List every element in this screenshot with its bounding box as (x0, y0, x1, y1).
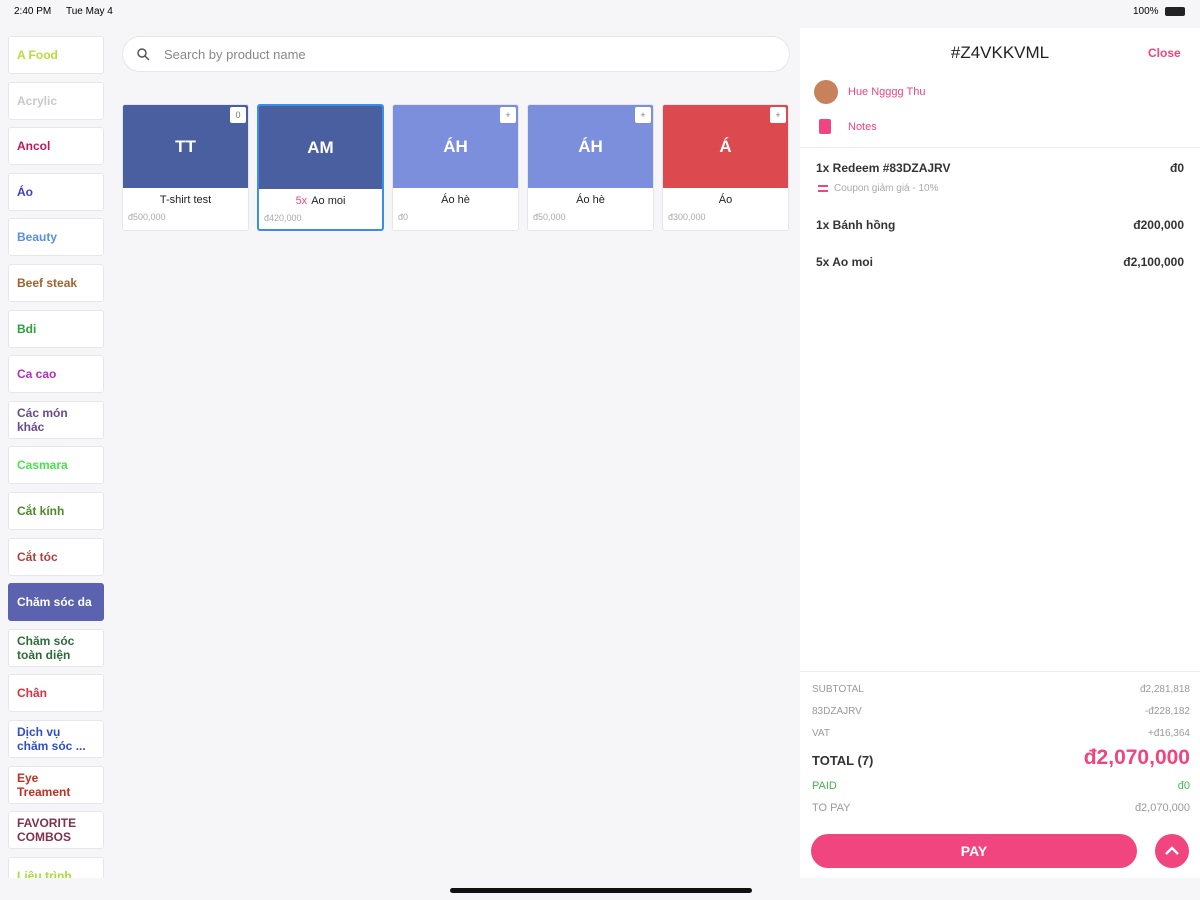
category[interactable]: Eye Treament (8, 765, 104, 804)
summary-row: VAT +đ16,364 (812, 728, 1190, 739)
product-price: đ500,000 (128, 212, 166, 222)
close-button[interactable]: Close (1148, 46, 1181, 60)
product-name: Áo (718, 194, 733, 206)
summary-value: +đ16,364 (1148, 728, 1190, 739)
category[interactable]: Liệu trình (8, 856, 104, 878)
expand-button[interactable] (1155, 834, 1189, 868)
category[interactable]: Chăm sóc da (8, 583, 104, 622)
search-icon (137, 48, 150, 61)
category[interactable]: Bdi (8, 309, 104, 348)
category[interactable]: Ca cao (8, 355, 104, 394)
category[interactable]: Cắt kính (8, 492, 104, 530)
item-detail-icon (818, 185, 828, 192)
category-list: A Food Acrylic Ancol Áo Beauty Beef steak Bdi C… (0, 28, 112, 878)
status-time: 2:40 PM (14, 6, 52, 17)
item-amount: đ0 (1169, 161, 1184, 175)
product-badge: + (500, 107, 516, 123)
product-thumb: AM (259, 106, 382, 189)
product-price: đ0 (398, 212, 409, 222)
category[interactable]: Dịch vụ chăm sóc ... (8, 720, 104, 758)
product-thumb: TT (123, 105, 248, 188)
home-indicator (450, 888, 752, 893)
pay-button[interactable]: PAY (811, 834, 1137, 868)
search-placeholder: Search by product name (164, 47, 306, 62)
item-name: 1x Redeem #83DZAJRV (816, 161, 951, 175)
product-badge: + (770, 107, 786, 123)
product-badge: 0 (230, 107, 246, 123)
category[interactable]: Ancol (8, 127, 104, 166)
to-pay-value: đ2,070,000 (1134, 802, 1190, 814)
item-amount: đ200,000 (1133, 218, 1184, 232)
customer-name[interactable]: Hue Ngggg Thu (848, 86, 926, 98)
status-date: Tue May 4 (66, 6, 113, 17)
paid-value: đ0 (1177, 780, 1190, 792)
divider (800, 671, 1200, 672)
order-item[interactable]: 5x Ao moi đ2,100,000 (816, 255, 1184, 269)
product-thumb: ÁH (393, 105, 518, 188)
order-panel (800, 28, 1200, 878)
product-price: đ50,000 (533, 212, 566, 222)
product-price: đ420,000 (264, 213, 302, 223)
product-name: T-shirt test (159, 194, 212, 206)
product-name: Áo hè (441, 194, 470, 206)
summary-value: -đ228,182 (1144, 706, 1190, 717)
notes-icon (819, 119, 831, 134)
category[interactable]: Áo (8, 172, 104, 211)
item-name: 5x Ao moi (816, 255, 873, 269)
order-item[interactable]: 1x Redeem #83DZAJRV đ0 (816, 161, 1184, 175)
product-card[interactable]: AM 5x Ao moi đ420,000 (257, 104, 384, 231)
summary-value: đ2,281,818 (1139, 684, 1190, 695)
summary-label: VAT (812, 728, 830, 739)
order-item[interactable]: 1x Bánh hồng đ200,000 (816, 218, 1184, 232)
item-amount: đ2,100,000 (1123, 255, 1184, 269)
category[interactable]: Các món khác (8, 400, 104, 439)
summary-label: SUBTOTAL (812, 684, 864, 695)
product-badge: + (635, 107, 651, 123)
notes[interactable]: Notes (848, 121, 877, 133)
category[interactable]: Beef steak (8, 264, 104, 302)
divider (800, 147, 1200, 148)
total-label: TOTAL (7) (812, 752, 874, 768)
product-title: T-shirt test (123, 194, 248, 206)
summary-row: 83DZAJRV -đ228,182 (812, 706, 1190, 717)
product-quantity: 5x (295, 195, 308, 207)
category[interactable]: FAVORITE COMBOS (8, 811, 104, 850)
category[interactable]: Chăm sóc toàn diện (8, 628, 104, 667)
product-name: Áo hè (576, 194, 605, 206)
paid-label: PAID (812, 780, 837, 792)
product-title: Áo (663, 194, 788, 206)
search-box[interactable]: Search by product name (122, 36, 790, 72)
category[interactable]: Chân (8, 674, 104, 713)
battery-icon (1165, 7, 1185, 16)
product-title: 5x Ao moi (259, 195, 382, 207)
to-pay-label: TO PAY (812, 802, 851, 814)
product-name: Ao moi (311, 195, 346, 207)
product-thumb: ÁH (528, 105, 653, 188)
product-card[interactable]: ÁH + Áo hè đ50,000 (527, 104, 654, 231)
total-value: đ2,070,000 (1083, 746, 1190, 769)
product-thumb: Á (663, 105, 788, 188)
summary-label: 83DZAJRV (812, 706, 862, 717)
category[interactable]: Beauty (8, 218, 104, 257)
category[interactable]: Acrylic (8, 81, 104, 120)
category[interactable]: A Food (8, 36, 104, 74)
battery: 100% (1133, 6, 1159, 17)
category[interactable]: Cắt tóc (8, 537, 104, 576)
avatar (814, 80, 838, 104)
product-card[interactable]: ÁH + Áo hè đ0 (392, 104, 519, 231)
product-title: Áo hè (393, 194, 518, 206)
summary-row: SUBTOTAL đ2,281,818 (812, 684, 1190, 695)
product-price: đ300,000 (668, 212, 706, 222)
item-name: 1x Bánh hồng (816, 218, 896, 232)
order-code: #Z4VKKVML (950, 43, 1050, 62)
product-card[interactable]: TT 0 T-shirt test đ500,000 (122, 104, 249, 231)
product-card[interactable]: Á + Áo đ300,000 (662, 104, 789, 231)
category[interactable]: Casmara (8, 446, 104, 485)
product-title: Áo hè (528, 194, 653, 206)
item-detail: Coupon giảm giá - 10% (834, 183, 939, 194)
